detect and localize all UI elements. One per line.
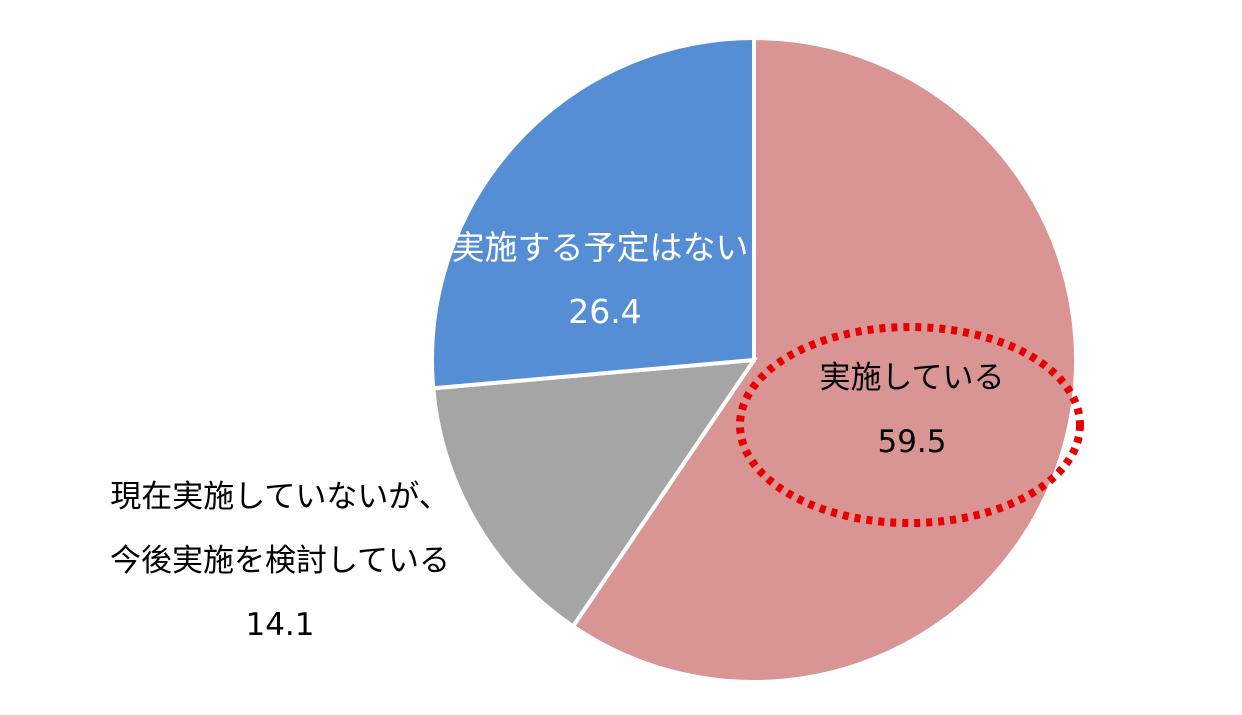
- value-label: 26.4: [568, 292, 642, 331]
- data-label: 現在実施していないが、今後実施を検討している 14.1: [95, 465, 465, 657]
- highlight-ellipse: [736, 323, 1084, 527]
- value-label: 59.5: [877, 424, 947, 460]
- value-label: 14.1: [245, 607, 315, 643]
- data-label: 実施している 59.5: [762, 346, 1062, 474]
- pie-slice: [431, 357, 759, 630]
- category-label: 現在実施していないが、今後実施を検討している: [109, 479, 451, 579]
- data-label: 実施する予定はない 26.4: [440, 216, 760, 344]
- pie-slice: [430, 35, 756, 391]
- category-label: 実施している: [819, 360, 1005, 396]
- category-label: 実施する予定はない: [451, 228, 749, 267]
